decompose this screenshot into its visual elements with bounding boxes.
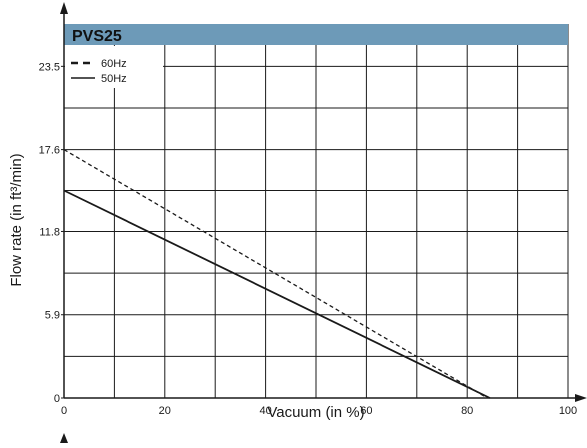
y-tick-label: 5.9 — [45, 310, 60, 322]
legend: 60Hz 50Hz — [65, 46, 163, 88]
y-axis-arrow — [60, 2, 68, 14]
lower-axis-arrow — [60, 433, 68, 443]
chart-title: PVS25 — [72, 28, 122, 45]
x-tick-label: 20 — [159, 405, 171, 417]
title-banner — [64, 24, 568, 45]
legend-label-50hz: 50Hz — [101, 73, 127, 85]
series-line-60hz — [63, 149, 488, 399]
grid-lines — [64, 24, 569, 398]
y-tick-labels: 0 5.9 11.8 17.6 23.5 — [39, 61, 64, 405]
y-tick-label: 11.8 — [39, 226, 60, 238]
x-axis-arrow — [575, 394, 587, 402]
series-line-50hz — [63, 189, 491, 399]
y-tick-label: 17.6 — [39, 145, 60, 157]
x-tick-label: 0 — [61, 405, 67, 417]
legend-background — [65, 46, 163, 88]
x-axis-title: Vacuum (in %) — [267, 404, 364, 421]
x-tick-label: 80 — [461, 405, 473, 417]
x-tick-labels: 0 20 40 60 80 100 — [61, 405, 577, 417]
x-tick-label: 60 — [360, 405, 372, 417]
series-group — [63, 149, 491, 399]
x-tick-label: 100 — [559, 405, 577, 417]
x-tick-label: 40 — [259, 405, 271, 417]
y-axis-title: Flow rate (in ft³/min) — [8, 153, 25, 286]
y-tick-label: 0 — [54, 393, 60, 405]
y-tick-label: 23.5 — [39, 61, 60, 73]
legend-label-60hz: 60Hz — [101, 58, 127, 70]
